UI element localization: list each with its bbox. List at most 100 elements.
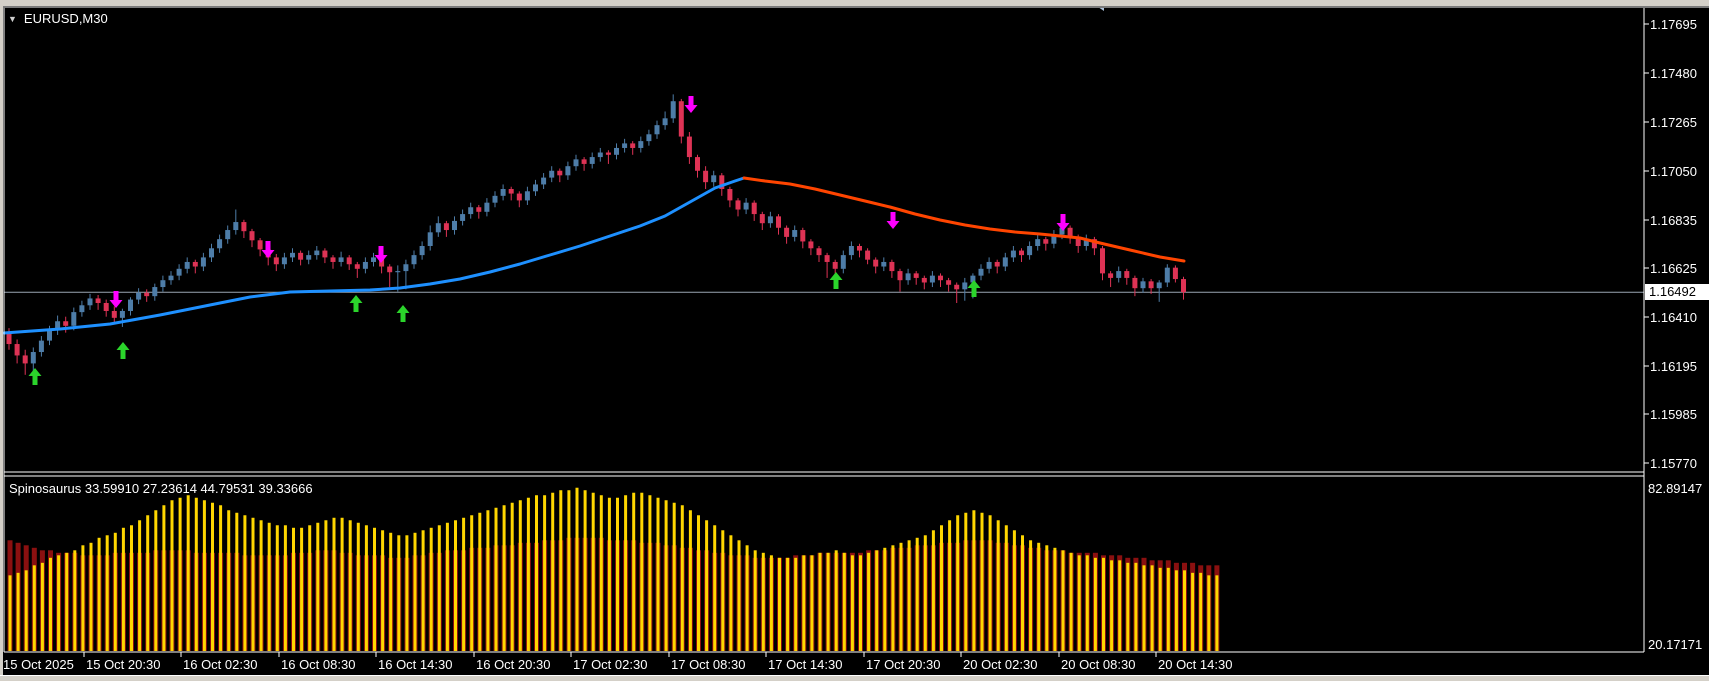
candle-body [63,321,69,326]
histogram-signal-bar [607,497,611,651]
histogram-signal-bar [49,557,52,651]
candle-body [978,268,984,276]
candle-body [152,287,158,297]
candle-body [832,261,838,269]
candle-body [994,261,1000,267]
histogram-signal-bar [591,492,595,651]
histogram-signal-bar [413,532,417,651]
histogram-signal-bar [154,510,158,651]
candle-body [200,257,206,267]
histogram-signal-bar [292,527,295,651]
candle-body [468,207,474,215]
candle-body [1067,227,1073,237]
candle-body [30,352,36,364]
candle-body [1181,279,1186,293]
histogram-signal-bar [32,565,36,651]
time-tick-label: 15 Oct 20:30 [86,657,161,672]
price-tick-label: 1.16625 [1650,261,1697,276]
candle-body [800,230,806,242]
candle-body [103,303,109,311]
histogram-signal-bar [664,500,668,651]
candle-body [452,220,457,231]
histogram-signal-bar [567,490,571,651]
candle-body [314,250,320,256]
histogram-signal-bar [1215,575,1219,651]
histogram-signal-bar [859,555,862,651]
candle-body [792,230,798,237]
window-frame-top-line [0,6,1709,8]
candle-body [1116,271,1122,278]
candle-body [306,255,312,260]
price-tick-label: 1.15770 [1650,456,1697,471]
histogram-signal-bar [1207,575,1211,651]
histogram-signal-bar [24,570,28,651]
candle-body [346,257,352,265]
price-tick-label: 1.17050 [1650,164,1697,179]
candle-body [14,344,20,356]
histogram-signal-bar [478,512,482,651]
candle-body [1027,246,1033,256]
candle-body [735,200,741,210]
candle-body [816,248,822,256]
histogram-signal-bar [769,555,773,651]
histogram-signal-bar [178,497,182,651]
time-tick-label: 17 Oct 08:30 [671,657,746,672]
histogram-signal-bar [251,517,255,651]
candle-body [500,189,506,196]
candle-body [524,191,530,201]
candle-body [87,298,93,306]
buy-arrow-icon [967,280,981,297]
histogram-signal-bar [786,557,790,651]
candle-body [128,299,133,311]
candle-body [597,152,603,158]
histogram-signal-bar [834,550,838,651]
histogram-signal-bar [1069,552,1073,651]
candle-body [281,257,287,265]
candle-body [362,261,368,269]
candle-body [411,255,417,265]
histogram-signal-bar [364,525,368,651]
histogram-signal-bar [8,575,12,651]
histogram-signal-bar [65,552,69,651]
candle-body [1091,239,1097,249]
histogram-signal-bar [729,535,733,651]
sell-arrow-icon [886,212,900,229]
candle-body [614,147,619,155]
candle-body [184,261,190,269]
histogram-signal-bar [737,540,741,651]
candle-body [986,261,992,269]
histogram-signal-bar [713,525,717,651]
histogram-signal-bar [373,527,376,651]
candle-body [881,261,887,267]
time-tick-label: 17 Oct 14:30 [768,657,843,672]
histogram-signal-bar [437,525,441,651]
histogram-signal-bar [745,545,749,651]
histogram-signal-bar [956,515,960,651]
buy-arrow-icon [829,272,843,289]
candle-body [371,257,376,262]
sell-arrow-icon [1056,214,1070,231]
candle-body [670,101,676,119]
candle-body [290,252,295,258]
histogram-signal-bar [113,532,117,651]
time-tick-label: 20 Oct 02:30 [963,657,1038,672]
histogram-signal-bar [356,522,360,651]
histogram-signal-bar [202,500,206,651]
time-tick-label: 15 Oct 2025 [3,657,74,672]
histogram-signal-bar [89,542,93,651]
candle-body [654,125,660,135]
histogram-signal-bar [1183,570,1186,651]
candle-body [1043,239,1049,244]
histogram-signal-bar [826,552,830,651]
histogram-signal-bar [454,520,457,651]
histogram-signal-bar [996,520,1000,651]
histogram-signal-bar [381,530,385,651]
candle-body [435,223,441,233]
histogram-signal-bar [146,515,150,651]
histogram-signal-bar [1085,555,1089,651]
candle-body [217,239,223,249]
histogram-signal-bar [948,520,952,651]
chevron-down-icon[interactable]: ▼ [8,14,17,24]
histogram-signal-bar [1012,530,1016,651]
